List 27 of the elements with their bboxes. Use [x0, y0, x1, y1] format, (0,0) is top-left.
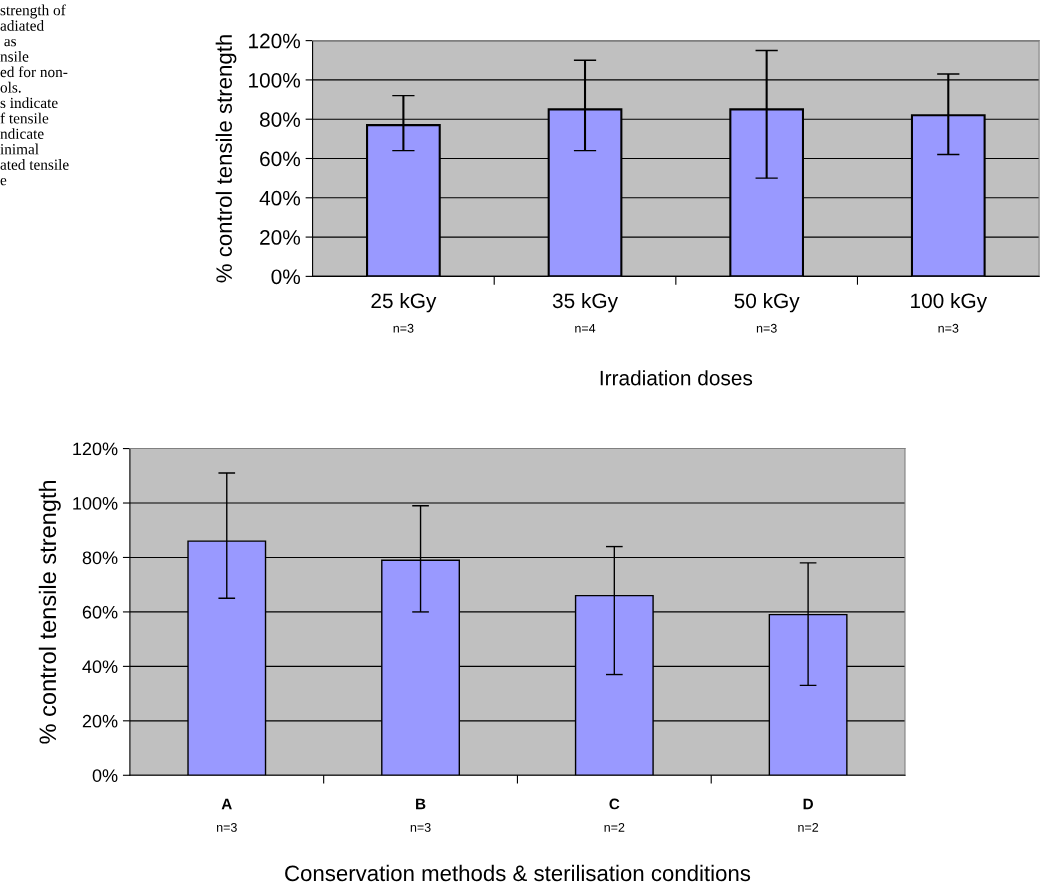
x-tick-label: 25 kGy n=3 [371, 292, 437, 333]
y-tick-label: 120% [73, 442, 118, 456]
x-tick-label: A n=3 [217, 798, 237, 832]
x-tick-label: D n=2 [798, 798, 819, 832]
y-tick-label: 0% [92, 769, 118, 782]
y-tick-label: 20% [260, 230, 301, 245]
x-tick-label: B n=3 [410, 798, 431, 832]
x-tick-label: 50 kGy n=3 [734, 292, 800, 333]
y-tick-label: 80% [82, 551, 118, 565]
text: strength of adiated as nsile ed for non- ols. s indicate f tensile ndicate inimal ated tensile e [0, 4, 69, 186]
y-tick-label: 0% [271, 269, 301, 285]
x-tick-label: 35 kGy n=4 [552, 292, 618, 333]
y-tick-label: 20% [82, 714, 118, 728]
x-tick-label: C n=2 [604, 798, 625, 832]
y-tick-label: 100% [73, 496, 118, 510]
x-axis-title: Conservation methods & sterilisation conditions [285, 864, 751, 882]
x-axis-title: Irradiation doses [600, 370, 753, 386]
y-tick-label: 40% [82, 660, 118, 674]
y-tick-label: 60% [260, 151, 301, 167]
y-tick-label: 40% [259, 190, 301, 206]
y-tick-label: 80% [259, 112, 301, 127]
y-tick-label: 100% [249, 72, 301, 88]
y-tick-label: 120% [249, 33, 301, 49]
y-axis-title: % control tensile strength [215, 35, 237, 283]
y-axis-title: % control tensile strength [38, 480, 61, 744]
x-tick-label: 100 kGy n=3 [911, 292, 988, 333]
y-tick-label: 60% [82, 605, 118, 619]
